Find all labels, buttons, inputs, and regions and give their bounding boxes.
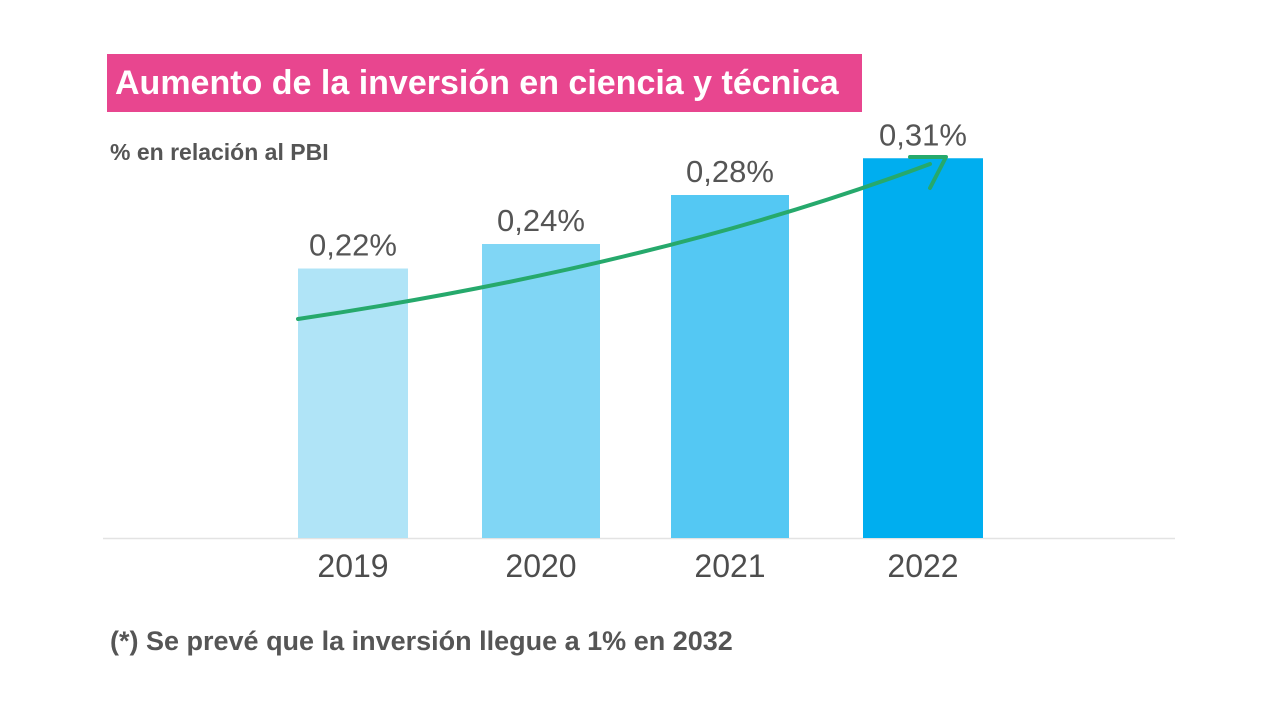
data-label-2021: 0,28% [686,154,774,189]
chart-title: Aumento de la inversión en ciencia y téc… [115,63,839,102]
x-tick-label-2019: 2019 [317,548,388,584]
bar-2020 [482,244,600,538]
bars-layer: 0,22% 2019 0,24% 2020 0,28% 2021 0,31% 2022 [298,117,983,584]
bar-2021 [671,195,789,538]
data-label-2020: 0,24% [497,203,585,238]
x-tick-label-2022: 2022 [887,548,958,584]
data-label-2022: 0,31% [879,117,967,152]
trend-arrow [296,162,932,321]
chart-subtitle: % en relación al PBI [110,139,329,165]
data-label-2019: 0,22% [309,228,397,263]
title-banner: Aumento de la inversión en ciencia y téc… [107,54,862,112]
trend-arrowhead-icon [908,155,948,190]
footnote: (*) Se prevé que la inversión llegue a 1… [110,626,733,656]
bar-2022 [863,158,983,538]
bar-2019 [298,268,408,538]
x-tick-label-2020: 2020 [505,548,576,584]
x-tick-label-2021: 2021 [694,548,765,584]
